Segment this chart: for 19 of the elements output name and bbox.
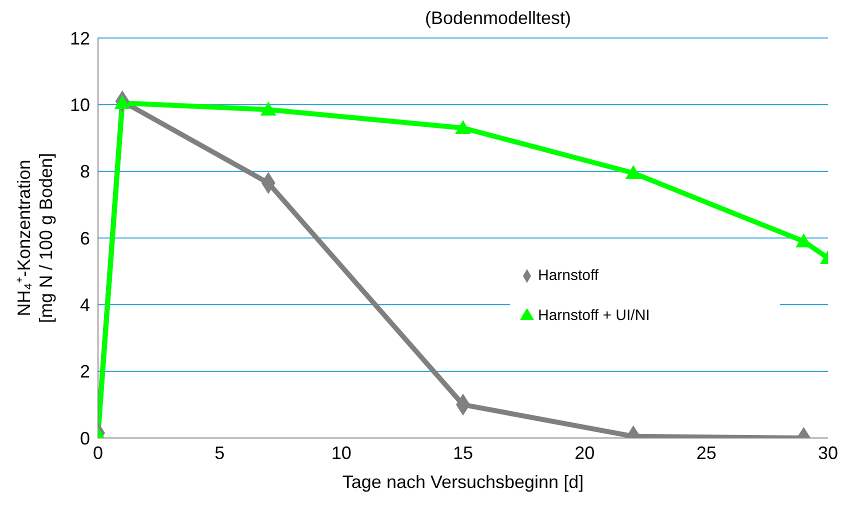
x-tick-label: 5 [214, 442, 225, 463]
y-tick-label: 12 [70, 28, 90, 48]
y-tick-label: 10 [70, 95, 90, 116]
legend-label: Harnstoff [538, 267, 599, 284]
y-axis-title: NH₄⁺-Konzentration [mg N / 100 g Boden] [14, 152, 56, 324]
x-axis-title: Tage nach Versuchsbeginn [d] [342, 472, 584, 492]
y-tick-label: 0 [80, 428, 90, 448]
legend-label: Harnstoff + UI/NI [538, 307, 650, 324]
y-tick-label: 6 [80, 228, 90, 248]
x-tick-label: 20 [574, 442, 595, 463]
x-tick-label: 0 [92, 442, 104, 463]
chart-title: (Bodenmodelltest) [424, 8, 572, 28]
x-tick-label: 15 [452, 442, 474, 463]
y-tick-label: 8 [80, 162, 90, 182]
x-tick-label: 30 [818, 442, 838, 463]
x-tick-label: 10 [331, 442, 352, 463]
x-tick-label: 25 [696, 442, 716, 463]
y-tick-label: 2 [80, 362, 90, 382]
y-tick-label: 4 [80, 295, 90, 316]
